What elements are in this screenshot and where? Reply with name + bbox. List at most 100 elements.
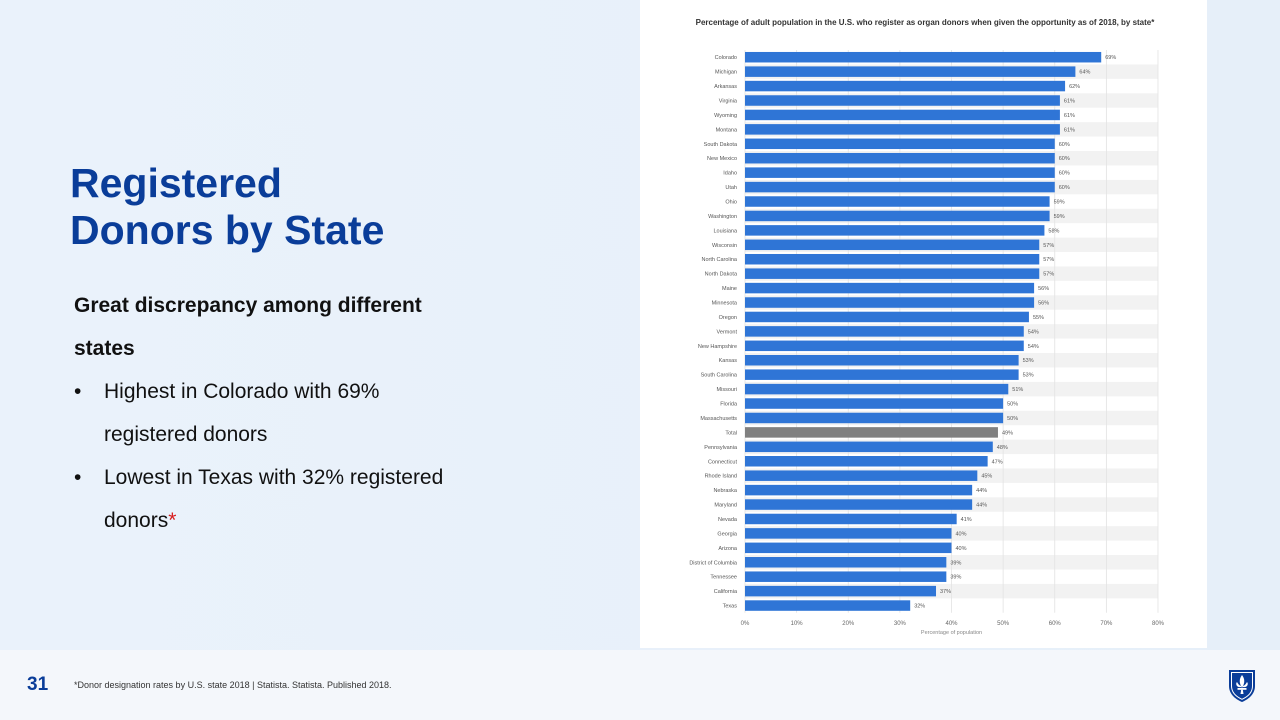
data-label: 62% (1069, 84, 1080, 90)
category-label: Utah (725, 185, 737, 191)
bar (745, 383, 1009, 395)
data-label: 49% (1002, 430, 1013, 436)
category-label: Kansas (719, 358, 738, 364)
bar (745, 181, 1055, 193)
slide-title-line-2: Donors by State (70, 207, 385, 253)
bar (745, 297, 1035, 308)
data-label: 39% (950, 575, 961, 581)
bar (745, 196, 1050, 207)
category-label: California (714, 589, 738, 595)
category-label: Nebraska (713, 488, 737, 494)
data-label: 54% (1028, 329, 1039, 335)
category-label: New Hampshire (698, 344, 737, 350)
data-label: 59% (1054, 200, 1065, 206)
bar (745, 80, 1066, 92)
x-tick-label: 0% (741, 621, 750, 627)
bullet-text: Lowest in Texas with 32% registered dono… (104, 466, 444, 532)
x-tick-label: 50% (997, 621, 1010, 627)
category-label: Ohio (725, 200, 737, 206)
bar (745, 225, 1045, 236)
data-label: 53% (1023, 358, 1034, 364)
bar (745, 66, 1076, 77)
data-label: 40% (956, 531, 967, 537)
data-label: 41% (961, 517, 972, 523)
subheading: Great discrepancy among different states (74, 294, 422, 360)
bar (745, 412, 1004, 424)
x-tick-label: 10% (791, 621, 804, 627)
bar (745, 253, 1040, 265)
slide-title-line-1: Registered (70, 160, 282, 206)
data-label: 57% (1043, 257, 1054, 263)
footnote-citation: *Donor designation rates by U.S. state 2… (74, 680, 392, 690)
chart-title: Percentage of adult population in the U.… (695, 18, 1155, 27)
x-tick-label: 30% (894, 621, 907, 627)
data-label: 48% (997, 445, 1008, 451)
x-tick-label: 70% (1100, 621, 1113, 627)
category-label: Oregon (719, 315, 737, 321)
bullet-text: Highest in Colorado with 69% registered … (104, 380, 380, 446)
data-label: 64% (1079, 70, 1090, 76)
category-label: Idaho (723, 171, 737, 177)
bar (745, 427, 998, 438)
category-label: Massachusetts (700, 416, 737, 422)
bar (745, 542, 952, 554)
category-label: Wyoming (714, 113, 737, 119)
bar (745, 152, 1055, 164)
data-label: 45% (981, 474, 992, 480)
data-label: 61% (1064, 99, 1075, 105)
category-label: Arizona (718, 546, 738, 552)
category-label: South Carolina (701, 373, 738, 379)
category-label: Maryland (714, 503, 737, 509)
x-tick-label: 60% (1049, 621, 1062, 627)
x-tick-label: 40% (945, 621, 958, 627)
category-label: District of Columbia (689, 560, 738, 566)
data-label: 60% (1059, 156, 1070, 162)
category-label: North Carolina (702, 257, 738, 263)
bar (745, 398, 1004, 409)
category-label: Arkansas (714, 84, 737, 90)
bullet-marker: • (74, 466, 82, 489)
data-label: 32% (914, 604, 925, 610)
x-tick-label: 80% (1152, 621, 1165, 627)
data-label: 47% (992, 459, 1003, 465)
data-label: 55% (1033, 315, 1044, 321)
bar (745, 456, 988, 467)
data-label: 57% (1043, 243, 1054, 249)
bar-chart: 0% 10% 20% 30% 40% 50% 60% 70% 80% Colorado 69% Mic… (689, 50, 1165, 636)
data-label: 44% (976, 503, 987, 509)
bar (745, 167, 1055, 178)
category-label: Wisconsin (712, 243, 737, 249)
bar (745, 138, 1055, 150)
category-label: Minnesota (712, 301, 738, 307)
bar (745, 109, 1060, 121)
data-label: 54% (1028, 344, 1039, 350)
bar (745, 210, 1050, 222)
data-label: 59% (1054, 214, 1065, 220)
bar (745, 369, 1019, 380)
category-label: Florida (720, 402, 738, 408)
category-label: Virginia (719, 99, 738, 105)
category-label: Tennessee (710, 575, 737, 581)
bar (745, 268, 1040, 279)
page-number: 31 (27, 674, 49, 695)
bullet-lowest: • Lowest in Texas with 32% registered do… (74, 456, 474, 542)
category-label: Montana (716, 127, 738, 133)
bar (745, 557, 947, 568)
category-label: Texas (723, 604, 738, 610)
data-label: 50% (1007, 416, 1018, 422)
bullet-list: • Highest in Colorado with 69% registere… (74, 370, 474, 542)
bar (745, 571, 947, 582)
data-label: 69% (1105, 55, 1116, 61)
bar (745, 282, 1035, 294)
chart-panel: Percentage of adult population in the U.… (640, 0, 1207, 648)
data-label: 53% (1023, 373, 1034, 379)
x-axis-label: Percentage of population (921, 630, 982, 636)
bar (745, 340, 1024, 352)
bar (745, 585, 937, 597)
category-label: South Dakota (704, 142, 738, 148)
data-label: 60% (1059, 185, 1070, 191)
data-label: 44% (976, 488, 987, 494)
category-label: Colorado (715, 55, 737, 61)
data-label: 50% (1007, 402, 1018, 408)
data-label: 39% (950, 560, 961, 566)
